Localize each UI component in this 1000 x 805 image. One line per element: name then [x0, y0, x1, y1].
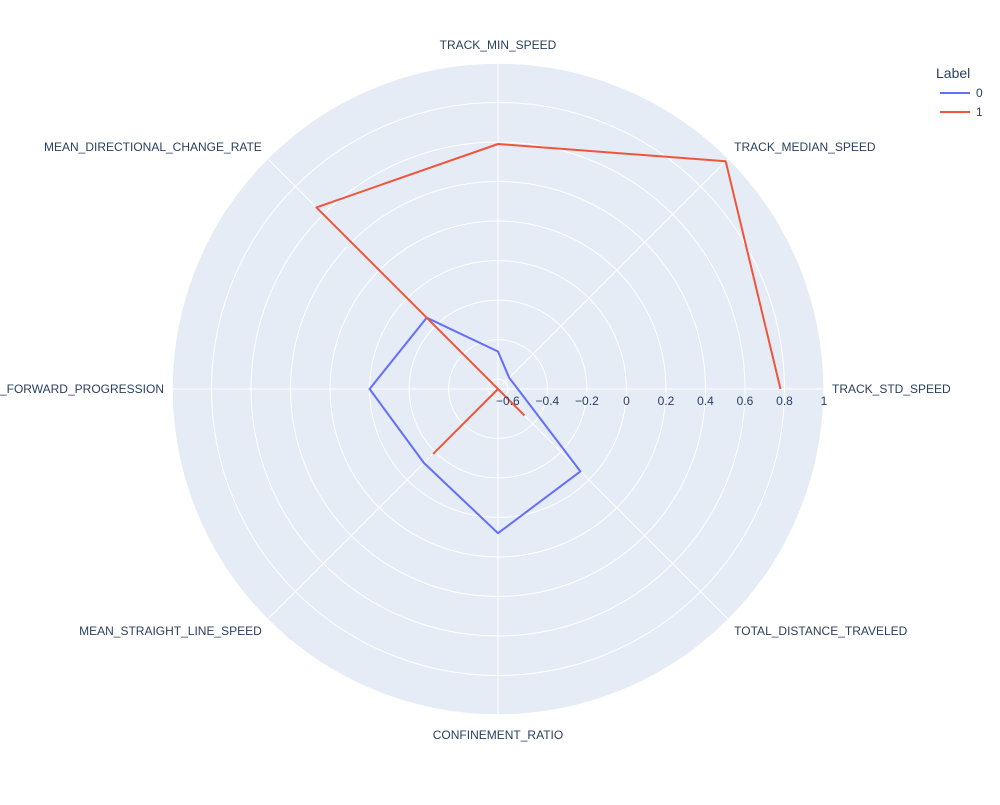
radial-tick-label: −0.6	[496, 394, 520, 408]
axis-label-confinement-ratio: CONFINEMENT_RATIO	[433, 728, 563, 742]
axis-label-mean-forward-progression: MEAN_FORWARD_PROGRESSION	[0, 382, 164, 396]
legend-title: Label	[936, 65, 970, 81]
legend-item-0[interactable]: 0	[976, 86, 983, 100]
legend-item-1[interactable]: 1	[976, 105, 983, 119]
axis-label-mean-directional-change-rate: MEAN_DIRECTIONAL_CHANGE_RATE	[44, 140, 262, 154]
axis-label-track-std-speed: TRACK_STD_SPEED	[832, 382, 951, 396]
radial-tick-label: −0.2	[575, 394, 599, 408]
radial-tick-label: 0.4	[697, 394, 714, 408]
radial-tick-label: 0.2	[658, 394, 675, 408]
axis-label-track-median-speed: TRACK_MEDIAN_SPEED	[734, 140, 876, 154]
axis-label-track-min-speed: TRACK_MIN_SPEED	[440, 38, 557, 52]
radial-tick-label: 0	[623, 394, 630, 408]
radial-tick-label: 0.6	[737, 394, 754, 408]
grid-spoke	[497, 388, 729, 620]
axis-label-mean-straight-line-speed: MEAN_STRAIGHT_LINE_SPEED	[79, 624, 262, 638]
radial-tick-label: 0.8	[776, 394, 793, 408]
radial-tick-label: 1	[821, 394, 828, 408]
series-line-0	[368, 316, 582, 535]
series-line-1	[315, 143, 782, 455]
grid-spoke	[497, 158, 729, 390]
radial-tick-label: −0.4	[536, 394, 560, 408]
axis-label-total-distance-traveled: TOTAL_DISTANCE_TRAVELED	[734, 624, 907, 638]
